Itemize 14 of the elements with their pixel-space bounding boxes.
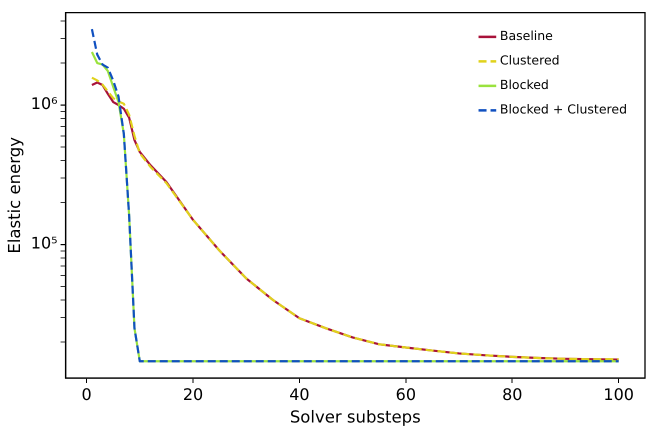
x-tick-label: 60	[396, 384, 416, 404]
y-tick-label: 10⁶	[30, 94, 58, 114]
legend-label: Clustered	[500, 52, 560, 68]
x-axis-title: Solver substeps	[290, 407, 421, 426]
y-axis-title: Elastic energy	[5, 136, 24, 254]
legend-label: Baseline	[500, 28, 554, 44]
legend-label: Blocked + Clustered	[500, 102, 627, 117]
x-tick-label: 80	[502, 384, 522, 404]
x-tick-label: 0	[81, 384, 92, 404]
x-tick-label: 100	[603, 384, 634, 404]
y-tick-label: 10⁵	[30, 234, 58, 253]
x-tick-label: 20	[182, 384, 204, 404]
legend-label: Blocked	[500, 77, 549, 92]
x-tick-label: 40	[289, 384, 310, 404]
